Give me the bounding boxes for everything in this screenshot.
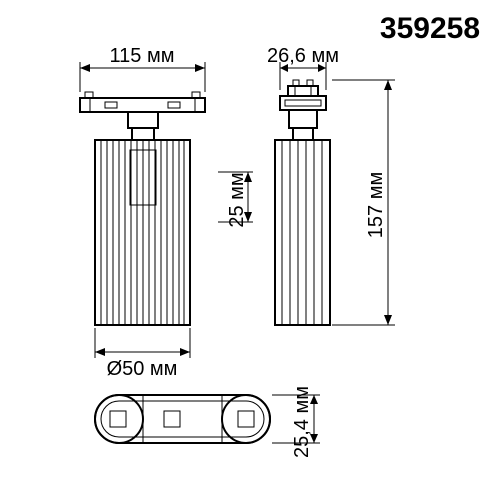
technical-drawing: 359258 — [0, 0, 500, 500]
part-number: 359258 — [380, 12, 480, 45]
svg-text:25,4 мм: 25,4 мм — [291, 386, 313, 458]
svg-text:115 мм: 115 мм — [110, 45, 175, 67]
dim-26-6: 26,6 мм — [267, 45, 339, 90]
svg-text:Ø50 мм: Ø50 мм — [107, 358, 178, 380]
dim-diameter: Ø50 мм — [95, 328, 190, 380]
front-view — [80, 92, 205, 325]
dim-157: 157 мм — [332, 80, 395, 325]
dim-25-4: 25,4 мм — [272, 386, 320, 458]
plan-view — [95, 395, 270, 443]
svg-text:157 мм: 157 мм — [365, 172, 387, 238]
dim-115: 115 мм — [80, 45, 205, 92]
dim-25: 25 мм — [218, 172, 253, 228]
side-view — [275, 80, 330, 325]
front-ribs — [101, 140, 184, 325]
svg-text:26,6 мм: 26,6 мм — [267, 45, 339, 67]
svg-text:25 мм: 25 мм — [226, 172, 248, 227]
